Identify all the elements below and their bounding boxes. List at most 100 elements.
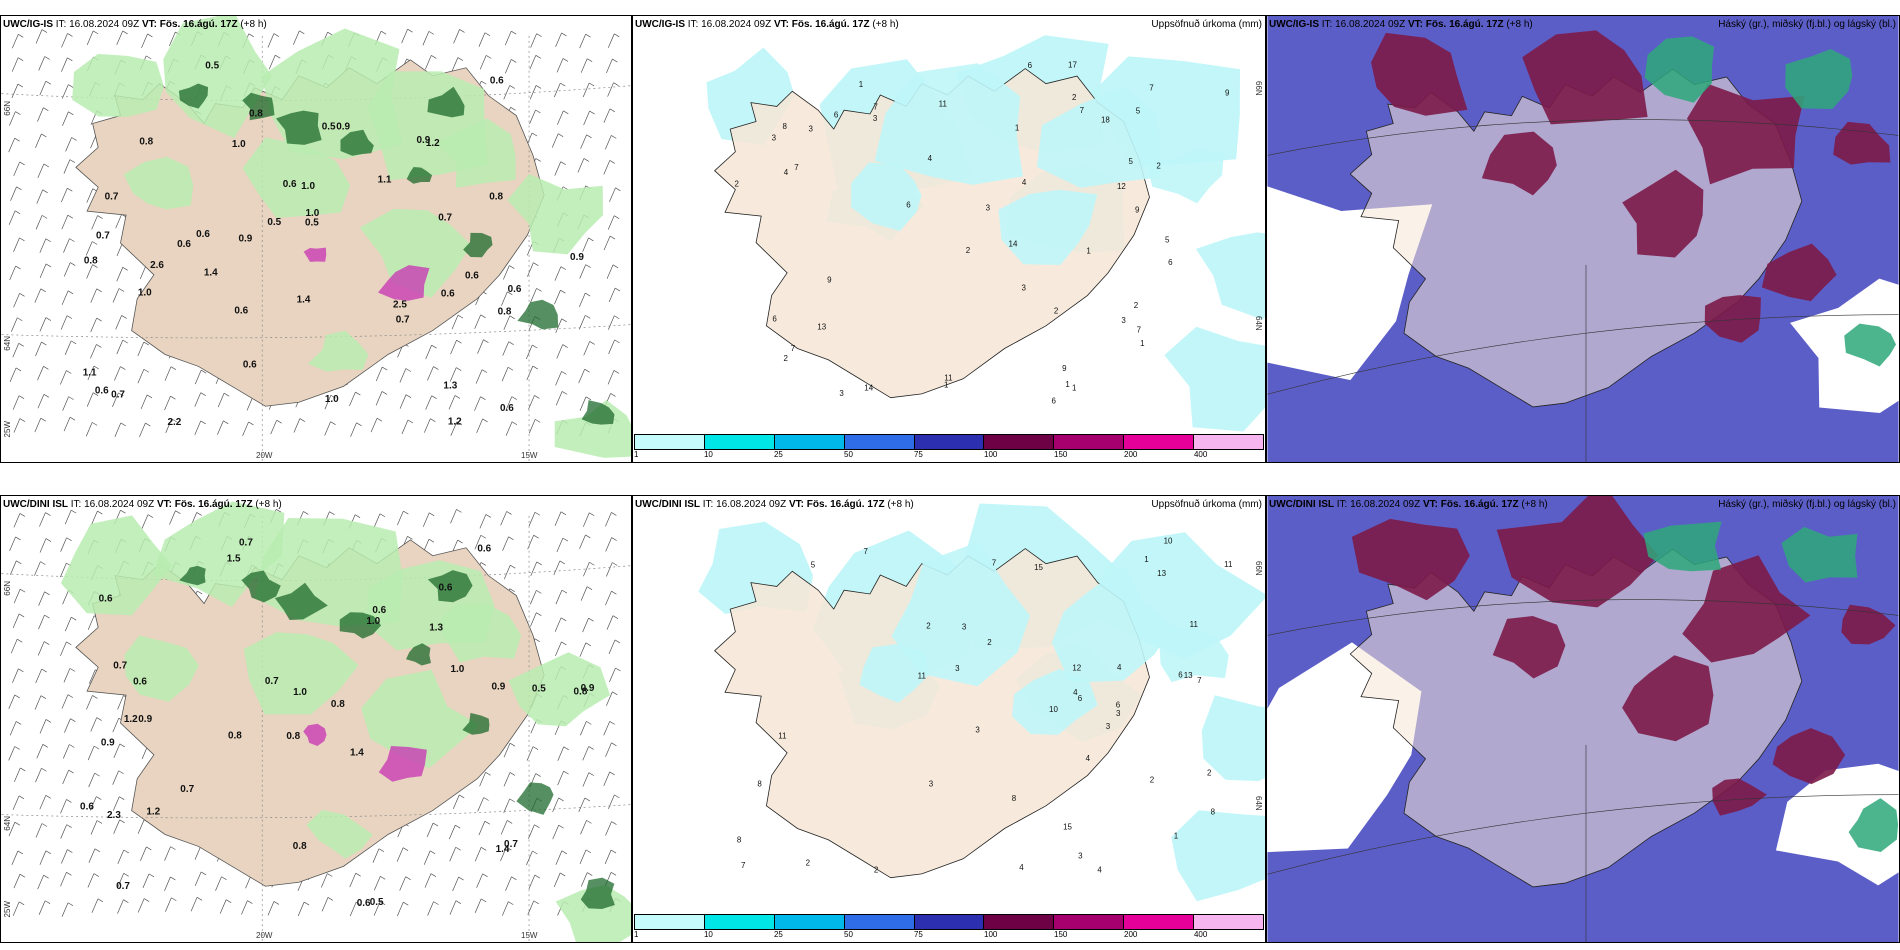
wind-value-label: 0.6 — [234, 306, 248, 317]
lon-label-25: 25W — [3, 421, 12, 438]
wind-barb — [373, 901, 386, 916]
it-label: IT: — [1336, 499, 1348, 510]
high-cloud-area — [1712, 778, 1767, 816]
wind-barb — [583, 561, 595, 577]
wind-barb — [63, 262, 76, 277]
wind-barb — [38, 591, 50, 606]
wind-barb — [194, 369, 207, 385]
graticule-line — [1267, 119, 1899, 156]
wind-barb — [60, 799, 72, 814]
wind-barb — [449, 846, 461, 862]
wind-barb — [169, 510, 181, 525]
wind-barb — [60, 871, 72, 887]
clear-sky-area — [1267, 186, 1433, 381]
wind-barb — [578, 315, 591, 330]
heavy-rain-area — [274, 582, 328, 620]
precip-value-label: 1 — [1065, 380, 1070, 389]
wind-barb — [577, 158, 590, 173]
wind-map-panel-row1: UWC/IG-IS IT: 16.08.2024 09Z VT: Fös. 16… — [0, 15, 632, 463]
wind-barb — [8, 746, 20, 761]
low-cloud-area — [1844, 323, 1896, 367]
high-cloud-area — [1682, 555, 1811, 663]
precip-value-label: 5 — [811, 560, 816, 569]
wind-barb — [609, 187, 621, 202]
wind-barb — [137, 341, 149, 357]
wind-value-label: 1.1 — [83, 367, 97, 378]
precip-area-land — [859, 643, 929, 703]
precip-value-label: 1 — [1174, 831, 1179, 840]
wind-barb — [582, 237, 594, 252]
wind-value-label: 0.7 — [116, 881, 130, 892]
wind-barb — [34, 561, 46, 576]
wind-value-label: 0.6 — [196, 229, 210, 240]
wind-barb — [217, 420, 229, 435]
lat-label-64: 64N — [1254, 316, 1263, 331]
precip-area-land — [1037, 86, 1161, 188]
wind-barb — [500, 511, 512, 526]
wind-barb — [608, 794, 620, 809]
wind-barb — [448, 824, 461, 840]
lead-time: (+8 h) — [1506, 19, 1533, 30]
colorbar-swatch — [844, 435, 915, 449]
heavy-rain-area — [340, 129, 374, 156]
wind-barb — [13, 418, 26, 433]
it-value: 16.08.2024 09Z — [1335, 19, 1406, 30]
colorbar-label: 10 — [703, 450, 713, 459]
it-label: IT: — [55, 19, 67, 30]
wind-barb — [603, 721, 615, 736]
wind-barb — [164, 876, 176, 892]
wind-barb — [90, 317, 102, 333]
precip-value-label: 8 — [783, 122, 788, 131]
wind-barb — [60, 315, 73, 330]
model-name: UWC/IG-IS — [3, 19, 53, 30]
wind-barb — [503, 564, 516, 580]
precip-value-label: 3 — [962, 622, 967, 631]
wind-barb — [477, 797, 489, 812]
wind-barb — [90, 717, 102, 732]
precip-value-label: 2 — [987, 638, 992, 647]
wind-barb — [422, 512, 435, 527]
wind-barb — [34, 695, 47, 710]
it-value: 16.08.2024 09Z — [1350, 499, 1421, 510]
wind-barb — [324, 394, 337, 410]
lon-label-15: 15W — [521, 931, 538, 940]
it-value: 16.08.2024 09Z — [716, 499, 787, 510]
wind-barb — [349, 872, 361, 888]
wind-barb — [528, 874, 541, 890]
lead-time: (+8 h) — [255, 499, 282, 510]
wind-barb — [474, 898, 487, 913]
wind-barb — [91, 510, 103, 526]
wind-barb — [164, 846, 176, 861]
heavy-rain-area — [462, 712, 490, 735]
wind-barb — [555, 371, 567, 386]
wind-barb — [61, 57, 73, 72]
precip-area-land — [998, 189, 1098, 265]
wind-barb — [35, 29, 48, 44]
lat-label-64: 64N — [3, 336, 12, 351]
vt-label: VT: — [788, 499, 804, 510]
wind-barb — [37, 366, 49, 381]
precip-value-label: 3 — [1078, 852, 1083, 861]
wind-barb — [555, 589, 568, 605]
precip-value-label: 3 — [975, 726, 980, 735]
panel-title: UWC/DINI ISL IT: 16.08.2024 09Z VT: Fös.… — [3, 499, 282, 510]
wind-barb — [86, 392, 99, 407]
precip-value-label: 2 — [1150, 776, 1155, 785]
heavy-rain-area — [516, 782, 554, 815]
wind-barb — [606, 615, 619, 630]
wind-barb — [425, 395, 437, 410]
precip-title: Uppsöfnuð úrkoma (mm) — [1151, 19, 1262, 30]
wind-value-label: 0.9 — [138, 714, 152, 725]
wind-barb — [324, 421, 336, 436]
colorbar-swatches — [634, 914, 1264, 930]
wind-value-label: 1.0 — [450, 664, 464, 675]
wind-barb — [13, 237, 25, 252]
wind-barb — [139, 422, 151, 438]
wind-barb — [529, 109, 541, 125]
colorbar-label: 50 — [844, 450, 853, 459]
vt-value: Fös. 16.ágú. 17Z — [174, 499, 253, 510]
colorbar-swatch — [1054, 435, 1125, 449]
wind-value-label: 0.6 — [133, 677, 147, 688]
precip-value-label: 12 — [1072, 663, 1081, 672]
colorbar-label: 150 — [1054, 930, 1068, 939]
